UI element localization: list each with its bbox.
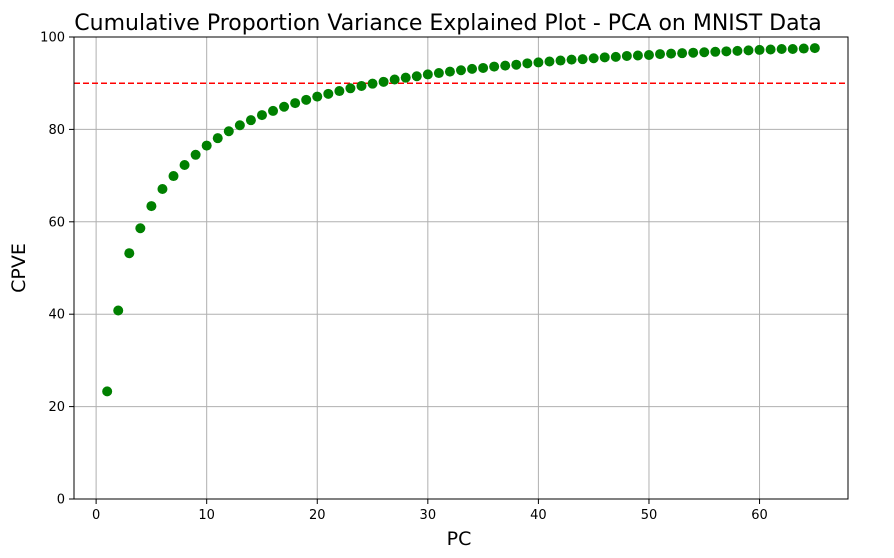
- data-point: [334, 86, 345, 97]
- data-point: [113, 305, 124, 316]
- data-point: [256, 110, 267, 121]
- data-point: [467, 63, 478, 74]
- data-point: [234, 120, 245, 131]
- plot-frame: [73, 36, 849, 500]
- data-point: [212, 133, 223, 144]
- data-point: [721, 46, 732, 57]
- data-point: [102, 386, 113, 397]
- y-tick-label: 100: [40, 31, 65, 46]
- data-point: [179, 159, 190, 170]
- chart-title: Cumulative Proportion Variance Explained…: [74, 11, 821, 36]
- data-point: [776, 44, 787, 55]
- data-point: [621, 50, 632, 61]
- data-point: [422, 69, 433, 80]
- data-point: [157, 183, 168, 194]
- data-point: [577, 54, 588, 65]
- data-point: [610, 51, 621, 62]
- x-tick-label: 20: [309, 508, 326, 523]
- data-point: [378, 76, 389, 87]
- data-point: [632, 50, 643, 61]
- y-axis-label: CPVE: [8, 243, 30, 293]
- data-point: [522, 58, 533, 69]
- x-tick-label: 30: [420, 508, 437, 523]
- data-point: [798, 43, 809, 54]
- data-point: [544, 56, 555, 67]
- data-point: [809, 43, 820, 54]
- x-tick-label: 10: [198, 508, 215, 523]
- data-point: [124, 248, 135, 259]
- data-point: [389, 74, 400, 85]
- y-tick-label: 80: [48, 123, 65, 138]
- x-tick-label: 40: [530, 508, 547, 523]
- x-tick-label: 50: [641, 508, 658, 523]
- data-point: [666, 48, 677, 59]
- y-tick-label: 0: [57, 493, 65, 508]
- data-point: [754, 44, 765, 55]
- data-point: [500, 60, 511, 71]
- data-point: [511, 59, 522, 70]
- data-point: [599, 52, 610, 63]
- data-point: [345, 83, 356, 94]
- data-point: [710, 46, 721, 57]
- data-point: [555, 55, 566, 66]
- data-point: [655, 49, 666, 60]
- data-point: [732, 45, 743, 56]
- y-tick-label: 40: [48, 308, 65, 323]
- x-tick-label: 0: [92, 508, 100, 523]
- data-point: [323, 88, 334, 99]
- data-point: [489, 61, 500, 72]
- data-point: [677, 48, 688, 59]
- data-point: [787, 44, 798, 55]
- data-point: [168, 171, 179, 182]
- data-point: [411, 71, 422, 82]
- data-point: [533, 57, 544, 68]
- data-point: [400, 72, 411, 83]
- data-point: [135, 223, 146, 234]
- data-point: [367, 78, 378, 89]
- y-tick-label: 60: [48, 215, 65, 230]
- data-point: [268, 105, 279, 116]
- data-points: [102, 43, 820, 397]
- data-point: [699, 47, 710, 58]
- data-point: [765, 44, 776, 55]
- data-point: [444, 66, 455, 77]
- data-point: [301, 94, 312, 105]
- data-point: [290, 98, 301, 109]
- data-point: [688, 47, 699, 58]
- data-point: [245, 115, 256, 126]
- data-point: [190, 149, 201, 160]
- y-tick-label: 20: [48, 400, 65, 415]
- x-tick-label: 60: [751, 508, 768, 523]
- data-point: [201, 140, 212, 151]
- data-point: [456, 65, 466, 76]
- data-point: [743, 45, 754, 56]
- grid-lines: [74, 36, 848, 500]
- data-point: [356, 80, 367, 91]
- data-point: [146, 201, 157, 212]
- data-point: [223, 126, 234, 137]
- data-point: [566, 54, 577, 65]
- data-point: [478, 62, 489, 73]
- data-point: [279, 101, 290, 112]
- data-point: [312, 91, 323, 102]
- x-axis-label: PC: [447, 528, 472, 550]
- data-point: [433, 68, 444, 79]
- axis-ticks: 0 10 20 30 40 50 60 0 20 40 60 80 100: [40, 31, 768, 524]
- data-point: [588, 53, 599, 64]
- data-point: [643, 50, 654, 61]
